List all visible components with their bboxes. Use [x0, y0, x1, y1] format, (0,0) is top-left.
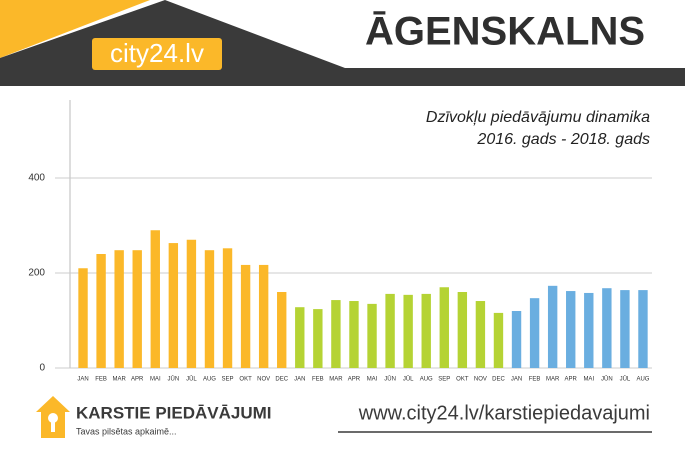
bar: [132, 250, 142, 368]
url: www.city24.lv/karstiepiedavajumi: [358, 402, 650, 424]
bar: [78, 268, 88, 368]
x-tick-label: MAI: [367, 377, 378, 383]
bar: [385, 293, 395, 368]
x-tick-label: SEP: [222, 377, 234, 383]
x-tick-label: MAR: [112, 377, 126, 383]
chart-subtitle: 2016. gads - 2018. gads: [476, 131, 650, 148]
bar: [295, 307, 305, 368]
bar: [475, 301, 486, 368]
bar: [602, 288, 612, 368]
x-tick-label: MAI: [583, 377, 594, 383]
x-tick-label: DEC: [275, 377, 288, 383]
x-tick-label: MAR: [546, 377, 560, 383]
x-tick-label: MAI: [150, 377, 161, 383]
x-tick-label: FEB: [529, 377, 541, 383]
x-tick-label: APR: [131, 377, 144, 383]
bar: [277, 292, 287, 368]
bar: [620, 290, 630, 368]
bar: [421, 293, 431, 368]
x-tick-label: JŪL: [620, 376, 631, 383]
x-tick-label: JŪL: [186, 376, 197, 383]
bar: [186, 239, 197, 368]
x-tick-label: APR: [348, 377, 361, 383]
bar: [511, 311, 522, 368]
x-tick-label: APR: [565, 377, 578, 383]
y-tick-label: 400: [28, 173, 45, 184]
bar: [96, 254, 106, 368]
bar: [349, 301, 359, 368]
x-tick-label: JŪN: [601, 376, 613, 383]
bar: [584, 292, 594, 368]
logo-box: [92, 38, 222, 70]
x-tick-label: JŪN: [384, 376, 396, 383]
bar: [204, 250, 215, 368]
y-tick-label: 0: [39, 363, 45, 374]
x-tick-label: NOV: [257, 377, 270, 383]
x-tick-label: FEB: [312, 377, 324, 383]
x-tick-label: JŪN: [168, 376, 180, 383]
bar: [222, 248, 233, 368]
logo: city24.lv: [110, 38, 204, 68]
page-title: ĀGENSKALNS: [365, 10, 645, 54]
y-tick-label: 200: [28, 268, 45, 279]
x-tick-label: NOV: [474, 377, 487, 383]
bar: [403, 294, 413, 368]
tagline: Tavas pilsētas apkaimē...: [76, 426, 177, 436]
x-tick-label: MAR: [329, 377, 343, 383]
x-tick-label: DEC: [492, 377, 505, 383]
bar: [493, 312, 504, 368]
bar: [367, 303, 377, 368]
bar: [439, 287, 449, 368]
x-tick-label: AUG: [420, 377, 433, 383]
bar: [240, 264, 251, 368]
bar: [529, 298, 540, 368]
bar: [331, 300, 341, 368]
x-tick-label: JAN: [294, 377, 305, 383]
bar: [114, 250, 124, 368]
x-tick-label: AUG: [203, 377, 216, 383]
x-tick-label: SEP: [438, 377, 450, 383]
bar: [638, 290, 648, 368]
x-tick-label: OKT: [456, 377, 469, 383]
brand: KARSTIE PIEDĀVĀJUMI: [76, 403, 272, 422]
chart-title: Dzīvokļu piedāvājumu dinamika: [426, 109, 650, 126]
x-tick-label: AUG: [636, 377, 649, 383]
x-tick-label: FEB: [95, 377, 107, 383]
bar: [457, 292, 468, 368]
bar: [150, 230, 160, 368]
x-tick-label: OKT: [239, 377, 252, 383]
corner-accent: [0, 0, 150, 58]
house-icon: [36, 396, 70, 438]
x-tick-label: JAN: [77, 377, 88, 383]
x-tick-label: JAN: [511, 377, 522, 383]
bar: [168, 243, 179, 368]
x-tick-label: JŪL: [403, 376, 414, 383]
bar: [313, 309, 323, 368]
bar: [547, 285, 558, 368]
bar: [566, 291, 576, 368]
bar: [258, 264, 269, 368]
